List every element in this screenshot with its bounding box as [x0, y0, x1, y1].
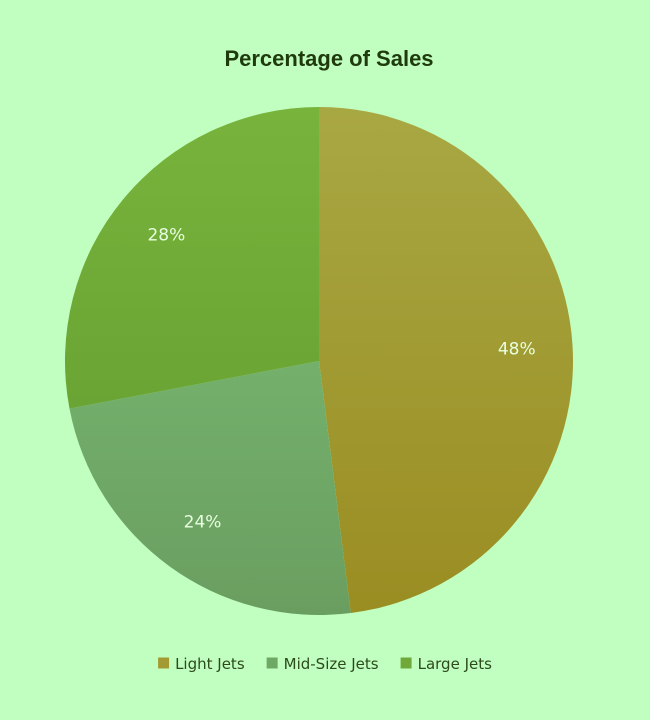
legend-item-light-jets: Light Jets: [158, 655, 245, 673]
data-labels: 48% 24% 28%: [147, 226, 535, 533]
pie-slice-large-jets: [64, 107, 319, 409]
legend-item-large-jets: Large Jets: [400, 655, 493, 673]
data-label-mid-size-jets: 24%: [184, 512, 222, 532]
legend-label-large-jets: Large Jets: [418, 655, 493, 673]
legend-label-light-jets: Light Jets: [175, 655, 245, 673]
legend-swatch-large-jets: [400, 657, 412, 669]
legend-label-mid-size-jets: Mid-Size Jets: [284, 655, 379, 673]
data-label-light-jets: 48%: [498, 340, 536, 360]
chart-title: Percentage of Sales: [224, 46, 433, 71]
legend-item-mid-size-jets: Mid-Size Jets: [266, 655, 379, 673]
pie-slice-light-jets: [319, 107, 573, 613]
data-label-large-jets: 28%: [147, 226, 185, 246]
legend-swatch-light-jets: [158, 657, 170, 669]
legend: Light Jets Mid-Size Jets Large Jets: [158, 655, 492, 673]
pie-slice-mid-size-jets: [69, 361, 351, 615]
legend-swatch-mid-size-jets: [266, 657, 278, 669]
pie-slices: [64, 107, 573, 615]
